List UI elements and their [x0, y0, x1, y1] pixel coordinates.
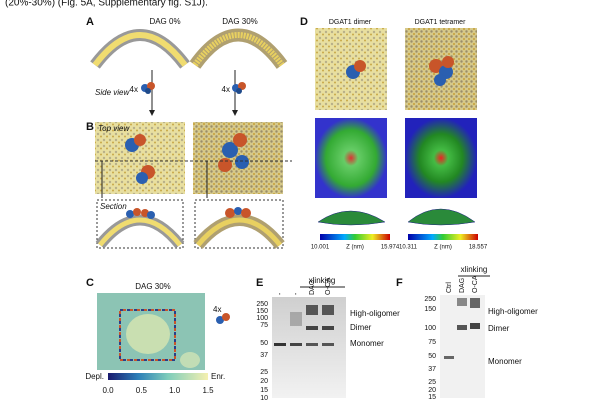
colorbar-min: 10.311	[399, 245, 418, 251]
panel-title: DAG 30%	[135, 282, 171, 291]
ladder-label: 100	[256, 315, 268, 322]
membrane-core	[98, 217, 182, 247]
ladder-label: 250	[256, 301, 268, 308]
ladder-label: 15	[260, 387, 268, 394]
gel	[440, 295, 485, 398]
colorbar	[408, 234, 478, 240]
colorbar-tick: 1.5	[202, 386, 214, 395]
lane-header: xlinking	[461, 265, 488, 274]
lane-label: O-CA	[472, 275, 479, 293]
height-map	[405, 118, 477, 198]
section-box	[194, 199, 284, 249]
gel-bands	[444, 298, 480, 359]
view-label: Section	[100, 202, 127, 211]
ladder-label: 250	[424, 296, 436, 303]
enrichment-region	[126, 314, 170, 354]
panel-title: DAG 30%	[222, 17, 258, 26]
colorbar-unit: Z (nm)	[434, 245, 452, 251]
lane-header: xlinking	[309, 276, 336, 285]
view-label: Side view	[95, 88, 130, 97]
membrane-core	[196, 217, 282, 247]
arrowhead	[232, 110, 238, 116]
enrichment-region	[180, 352, 200, 368]
ladder-label: 25	[428, 379, 436, 386]
ladder-label: 15	[428, 394, 436, 400]
panel-title: DAG 0%	[149, 17, 180, 26]
ladder-label: 37	[428, 366, 436, 373]
membrane-core	[192, 32, 285, 67]
band-label: Monomer	[488, 357, 522, 366]
band-label: Dimer	[488, 324, 510, 333]
gel-bands	[274, 305, 334, 346]
protein-cluster	[125, 134, 155, 184]
ladder-label: 75	[260, 322, 268, 329]
panel-label: B	[86, 121, 94, 133]
height-map	[315, 118, 387, 198]
protein-icon	[141, 82, 155, 94]
ladder-label: 50	[260, 340, 268, 347]
roi-box	[119, 309, 176, 361]
ladder-label: 20	[260, 378, 268, 385]
lane-label: DAG	[459, 278, 466, 293]
colorbar-tick: 0.0	[102, 386, 114, 395]
colorbar-max: 18.557	[469, 245, 488, 251]
ladder-label: 100	[424, 325, 436, 332]
panel-title: DGAT1 tetramer	[415, 19, 466, 26]
surface	[317, 210, 386, 226]
panel-label: F	[396, 277, 403, 289]
ladder-label: 20	[428, 387, 436, 394]
lane-label: -	[293, 292, 300, 295]
multiplier: 4x	[130, 85, 138, 94]
arrowhead	[149, 110, 155, 116]
surface	[407, 208, 476, 226]
colorbar-tick: 0.5	[136, 386, 148, 395]
colorbar-min: 10.001	[311, 245, 330, 251]
protein-icon	[216, 313, 230, 324]
membrane-core	[92, 32, 188, 67]
lane-label: DAG	[309, 280, 316, 295]
colorbar-tick: 1.0	[169, 386, 181, 395]
panel-label: A	[86, 16, 94, 28]
lane-label: -	[277, 292, 284, 295]
ladder-label: 50	[428, 353, 436, 360]
lane-label: O-CA	[325, 277, 332, 295]
band-label: Dimer	[350, 323, 372, 332]
ladder-label: 150	[424, 306, 436, 313]
panel-title: DGAT1 dimer	[329, 19, 372, 26]
multiplier: 4x	[213, 305, 221, 314]
band-label: High-oligomer	[488, 307, 538, 316]
panel-label: D	[300, 16, 308, 28]
colorbar	[108, 373, 208, 380]
ladder-label: 75	[428, 339, 436, 346]
protein-cluster	[126, 208, 155, 219]
view-label: Top view	[98, 124, 131, 133]
multiplier: 4x	[222, 85, 230, 94]
protein-cluster	[346, 60, 366, 79]
colorbar-high: Enr.	[211, 372, 225, 381]
ladder-label: 25	[260, 369, 268, 376]
ladder-label: 37	[260, 352, 268, 359]
ladder-label: 10	[260, 395, 268, 400]
section-box	[96, 199, 184, 249]
panel-label: C	[86, 277, 94, 289]
colorbar-unit: Z (nm)	[346, 245, 364, 251]
caption: (20%-30%) (Fig. 5A, Supplementary fig. S…	[5, 0, 208, 9]
colorbar-max: 15.974	[381, 245, 400, 251]
protein-cluster	[225, 207, 251, 218]
protein-cluster	[429, 56, 454, 86]
colorbar-low: Depl.	[85, 372, 104, 381]
lane-label: Ctrl	[446, 282, 453, 293]
colorbar	[320, 234, 390, 240]
panel-label: E	[256, 277, 263, 289]
protein-icon	[232, 82, 246, 94]
band-label: High-oligomer	[350, 309, 400, 318]
ladder-label: 150	[256, 308, 268, 315]
band-label: Monomer	[350, 339, 384, 348]
